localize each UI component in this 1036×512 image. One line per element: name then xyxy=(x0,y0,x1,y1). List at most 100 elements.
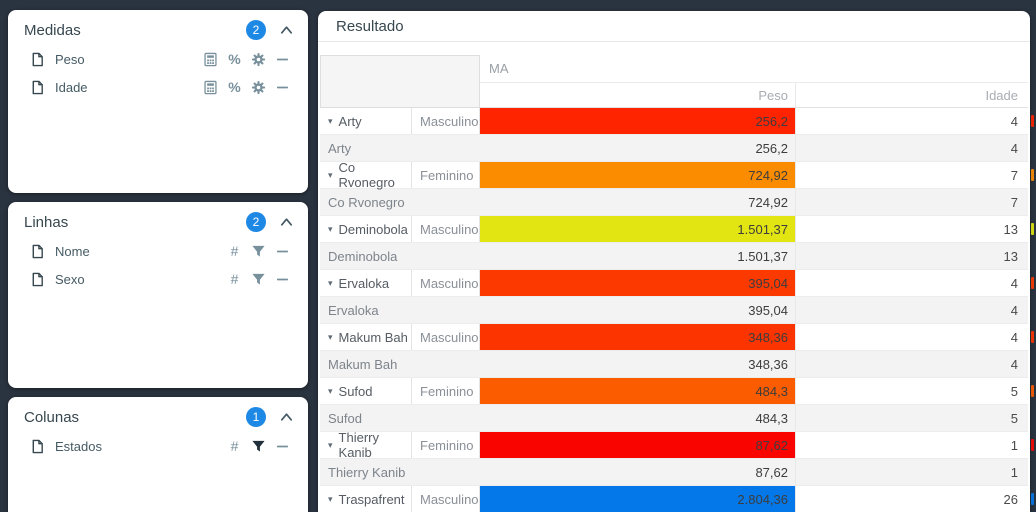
pivot-row-subtotal: Arty 256,2 4 xyxy=(320,135,1028,162)
caret-down-icon: ▾ xyxy=(328,223,333,234)
subtotal-name-cell: Makum Bah xyxy=(328,356,398,372)
row-name: Co Rvonegro xyxy=(338,160,395,190)
count-badge: 2 xyxy=(246,20,266,40)
calculator-icon[interactable] xyxy=(203,80,218,95)
idade-value-cell: 4 xyxy=(795,108,1028,134)
clipped-next-column-sliver xyxy=(1031,115,1034,127)
pivot-row-detail: ▾ Makum Bah Masculino 348,36 4 xyxy=(320,324,1028,351)
document-icon xyxy=(30,52,45,67)
pivot-header: MA Peso Idade xyxy=(320,55,1028,108)
row-sex-cell: Feminino xyxy=(412,378,480,404)
subtotal-name-cell: Arty xyxy=(328,140,352,156)
row-name-cell[interactable]: ▾ Arty xyxy=(320,108,412,134)
document-icon xyxy=(30,244,45,259)
subtotal-name-cell: Thierry Kanib xyxy=(328,464,406,480)
row-sex-cell: Feminino xyxy=(412,162,480,188)
remove-icon[interactable] xyxy=(275,80,290,95)
peso-subtotal-cell: 348,36 xyxy=(748,356,788,372)
panel-title: Colunas xyxy=(24,408,80,426)
peso-value-cell: 395,04 xyxy=(480,270,795,296)
idade-value-cell: 13 xyxy=(795,216,1028,242)
panel-header: Medidas 2 xyxy=(8,10,308,44)
row-name-cell[interactable]: ▾ Makum Bah xyxy=(320,324,412,350)
peso-column-header: Peso xyxy=(758,87,788,103)
panel-medidas: Medidas 2 Peso% Idade% xyxy=(8,10,308,193)
row-name-cell[interactable]: ▾ Deminobola xyxy=(320,216,412,242)
row-name-cell[interactable]: ▾ Thierry Kanib xyxy=(320,430,412,460)
gear-icon[interactable] xyxy=(251,52,266,67)
pivot-row-detail: ▾ Traspafrent Masculino 2.804,36 26 xyxy=(320,486,1028,512)
remove-icon[interactable] xyxy=(275,439,290,454)
peso-value-cell: 484,3 xyxy=(480,378,795,404)
remove-icon[interactable] xyxy=(275,244,290,259)
percent-icon[interactable]: % xyxy=(228,78,241,95)
row-name: Sufod xyxy=(338,383,373,399)
chevron-up-icon[interactable] xyxy=(279,410,294,425)
row-sex-cell: Masculino xyxy=(412,324,480,350)
idade-subtotal-cell: 7 xyxy=(795,189,1028,215)
clipped-next-column-sliver xyxy=(1031,439,1034,451)
field-item-estados[interactable]: Estados # xyxy=(8,432,308,460)
row-sex-cell: Masculino xyxy=(412,216,480,242)
row-name-cell[interactable]: ▾ Sufod xyxy=(320,378,412,404)
idade-subtotal-cell: 13 xyxy=(795,243,1028,269)
caret-down-icon: ▾ xyxy=(328,493,333,504)
hash-icon[interactable]: # xyxy=(230,438,239,454)
pivot-corner-cell xyxy=(320,55,480,108)
pivot-row-detail: ▾ Sufod Feminino 484,3 5 xyxy=(320,378,1028,405)
caret-down-icon: ▾ xyxy=(328,331,333,342)
filter-active-icon[interactable] xyxy=(251,439,266,454)
idade-value-cell: 7 xyxy=(795,162,1028,188)
peso-value-cell: 1.501,37 xyxy=(480,216,795,242)
row-name-cell[interactable]: ▾ Ervaloka xyxy=(320,270,412,296)
document-icon xyxy=(30,439,45,454)
gear-icon[interactable] xyxy=(251,80,266,95)
caret-down-icon: ▾ xyxy=(328,169,333,180)
result-title: Resultado xyxy=(336,17,404,35)
clipped-next-column-sliver xyxy=(1031,169,1034,181)
idade-subtotal-cell: 1 xyxy=(795,459,1028,485)
panel-title: Linhas xyxy=(24,213,69,231)
measure-header-row: Peso Idade xyxy=(480,83,1028,108)
result-panel-header: Resultado xyxy=(318,11,1030,42)
document-icon xyxy=(30,80,45,95)
hash-icon[interactable]: # xyxy=(230,271,239,287)
pivot-row-subtotal: Makum Bah 348,36 4 xyxy=(320,351,1028,378)
peso-value-cell: 256,2 xyxy=(480,108,795,134)
pivot-row-detail: ▾ Ervaloka Masculino 395,04 4 xyxy=(320,270,1028,297)
pivot-row-subtotal: Sufod 484,3 5 xyxy=(320,405,1028,432)
field-item-peso[interactable]: Peso% xyxy=(8,45,308,73)
idade-column-header: Idade xyxy=(795,83,1028,107)
chevron-up-icon[interactable] xyxy=(279,23,294,38)
pivot-row-detail: ▾ Deminobola Masculino 1.501,37 13 xyxy=(320,216,1028,243)
percent-icon[interactable]: % xyxy=(228,50,241,67)
filter-icon[interactable] xyxy=(251,272,266,287)
clipped-next-column-sliver xyxy=(1031,223,1034,235)
calculator-icon[interactable] xyxy=(203,52,218,67)
row-name-cell[interactable]: ▾ Traspafrent xyxy=(320,486,412,512)
field-item-sexo[interactable]: Sexo # xyxy=(8,265,308,293)
pivot-row-detail: ▾ Arty Masculino 256,2 4 xyxy=(320,108,1028,135)
hash-icon[interactable]: # xyxy=(230,243,239,259)
pivot-body: ▾ Arty Masculino 256,2 4 Arty 256,2 4 ▾ Co Rvoneg… xyxy=(320,108,1028,512)
peso-subtotal-cell: 1.501,37 xyxy=(737,248,788,264)
clipped-next-column-sliver xyxy=(1031,385,1034,397)
field-label: Estados xyxy=(55,438,102,454)
remove-icon[interactable] xyxy=(275,272,290,287)
pivot-table: MA Peso Idade ▾ Arty Masculino 256,2 4 Arty 25… xyxy=(320,55,1028,512)
chevron-up-icon[interactable] xyxy=(279,215,294,230)
idade-subtotal-cell: 4 xyxy=(795,135,1028,161)
field-item-nome[interactable]: Nome # xyxy=(8,237,308,265)
remove-icon[interactable] xyxy=(275,52,290,67)
row-sex-cell: Feminino xyxy=(412,432,480,458)
caret-down-icon: ▾ xyxy=(328,115,333,126)
pivot-row-subtotal: Thierry Kanib 87,62 1 xyxy=(320,459,1028,486)
row-name-cell[interactable]: ▾ Co Rvonegro xyxy=(320,160,412,190)
field-item-idade[interactable]: Idade% xyxy=(8,73,308,101)
filter-icon[interactable] xyxy=(251,244,266,259)
column-group-label: MA xyxy=(489,61,509,76)
pivot-row-detail: ▾ Co Rvonegro Feminino 724,92 7 xyxy=(320,160,1028,190)
document-icon xyxy=(30,272,45,287)
panel-linhas: Linhas 2 Nome # Sexo # xyxy=(8,202,308,388)
